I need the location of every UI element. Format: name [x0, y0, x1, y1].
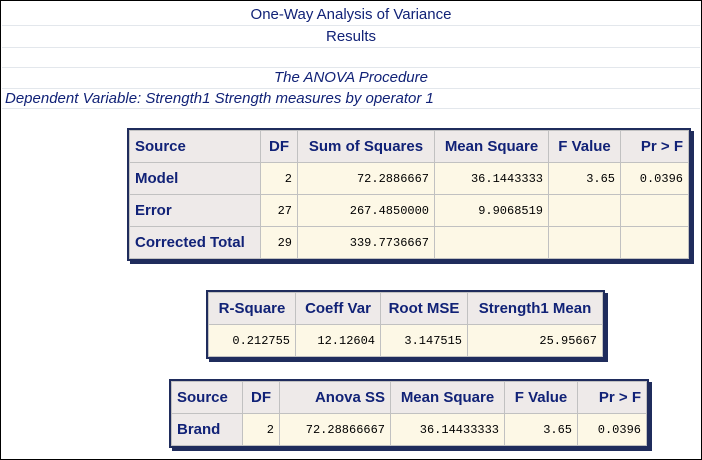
- col-df: DF: [261, 131, 297, 162]
- cell-f-value: [549, 195, 620, 226]
- cell-coeff-var: 12.12604: [296, 325, 380, 356]
- cell-mean-square: [435, 227, 548, 258]
- col-sum-of-squares: Sum of Squares: [298, 131, 434, 162]
- table-row: Brand 2 72.28866667 36.14433333 3.65 0.0…: [172, 414, 646, 445]
- fit-header-row: R-Square Coeff Var Root MSE Strength1 Me…: [209, 293, 602, 324]
- dependent-band: [2, 88, 700, 109]
- cell-df: 2: [261, 163, 297, 194]
- dependent-variable-label: Dependent Variable: Strength1 Strength m…: [5, 90, 434, 107]
- table-row: Corrected Total 29 339.7736667: [130, 227, 688, 258]
- cell-f-value: 3.65: [549, 163, 620, 194]
- col-source: Source: [130, 131, 260, 162]
- cell-sum-of-squares: 72.2886667: [298, 163, 434, 194]
- page-subtitle: Results: [325, 28, 377, 45]
- cell-df: 27: [261, 195, 297, 226]
- col-pr-f: Pr > F: [621, 131, 688, 162]
- subtitle-band: [2, 25, 700, 48]
- page-title: One-Way Analysis of Variance: [250, 6, 452, 23]
- col-source: Source: [172, 382, 242, 413]
- anova-table: Source DF Sum of Squares Mean Square F V…: [127, 128, 691, 261]
- cell-mean-square: 36.14433333: [391, 414, 504, 445]
- col-mean-square: Mean Square: [435, 131, 548, 162]
- col-pr-f: Pr > F: [578, 382, 646, 413]
- cell-pr-f: 0.0396: [621, 163, 688, 194]
- row-header-error: Error: [130, 195, 260, 226]
- col-coeff-var: Coeff Var: [296, 293, 380, 324]
- fit-statistics-table: R-Square Coeff Var Root MSE Strength1 Me…: [206, 290, 605, 359]
- col-root-mse: Root MSE: [381, 293, 467, 324]
- procedure-band: [2, 67, 700, 89]
- cell-f-value: [549, 227, 620, 258]
- spacer-band: [2, 47, 700, 68]
- cell-anova-ss: 72.28866667: [280, 414, 390, 445]
- procedure-title: The ANOVA Procedure: [274, 69, 428, 86]
- col-r-square: R-Square: [209, 293, 295, 324]
- cell-f-value: 3.65: [505, 414, 577, 445]
- col-anova-ss: Anova SS: [280, 382, 390, 413]
- anova-header-row: Source DF Sum of Squares Mean Square F V…: [130, 131, 688, 162]
- cell-sum-of-squares: 339.7736667: [298, 227, 434, 258]
- table-row: 0.212755 12.12604 3.147515 25.95667: [209, 325, 602, 356]
- cell-root-mse: 3.147515: [381, 325, 467, 356]
- cell-pr-f: 0.0396: [578, 414, 646, 445]
- col-mean-square: Mean Square: [391, 382, 504, 413]
- cell-strength1-mean: 25.95667: [468, 325, 602, 356]
- cell-r-square: 0.212755: [209, 325, 295, 356]
- col-df: DF: [243, 382, 279, 413]
- title-band: [2, 1, 700, 26]
- cell-mean-square: 36.1443333: [435, 163, 548, 194]
- cell-sum-of-squares: 267.4850000: [298, 195, 434, 226]
- effect-header-row: Source DF Anova SS Mean Square F Value P…: [172, 382, 646, 413]
- col-strength1-mean: Strength1 Mean: [468, 293, 602, 324]
- effect-table: Source DF Anova SS Mean Square F Value P…: [169, 379, 649, 448]
- col-f-value: F Value: [549, 131, 620, 162]
- cell-df: 2: [243, 414, 279, 445]
- cell-df: 29: [261, 227, 297, 258]
- cell-pr-f: [621, 195, 688, 226]
- table-row: Model 2 72.2886667 36.1443333 3.65 0.039…: [130, 163, 688, 194]
- cell-mean-square: 9.9068519: [435, 195, 548, 226]
- cell-pr-f: [621, 227, 688, 258]
- row-header-corrected-total: Corrected Total: [130, 227, 260, 258]
- row-header-model: Model: [130, 163, 260, 194]
- row-header-brand: Brand: [172, 414, 242, 445]
- col-f-value: F Value: [505, 382, 577, 413]
- table-row: Error 27 267.4850000 9.9068519: [130, 195, 688, 226]
